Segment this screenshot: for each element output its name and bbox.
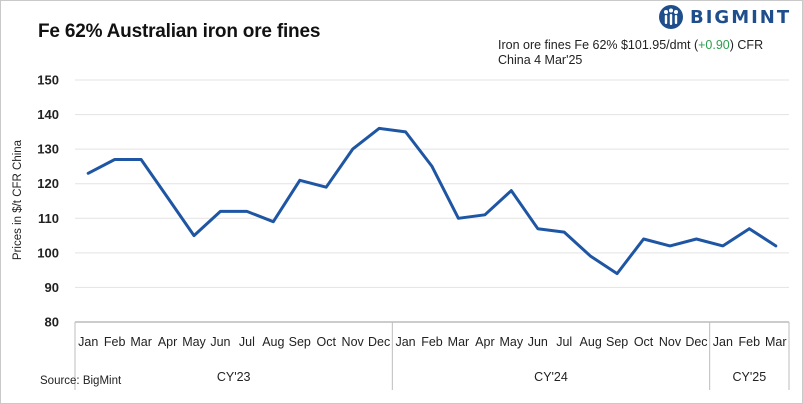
x-tick-label: Aug (580, 335, 602, 349)
x-tick-label: Jul (556, 335, 572, 349)
x-tick-label: Mar (765, 335, 787, 349)
x-tick-label: Nov (659, 335, 682, 349)
x-tick-label: Feb (104, 335, 126, 349)
annotation-suffix: ) CFR (729, 38, 764, 52)
group-label: CY'24 (534, 370, 568, 384)
group-label: CY'25 (733, 370, 767, 384)
x-axis: Jan Feb Mar Apr May Jun Jul Aug Sep Oct Nov Dec Jan F… (74, 321, 790, 390)
x-tick-label: Mar (130, 335, 152, 349)
source-note: Source: BigMint (40, 375, 122, 387)
group-label: CY'23 (217, 370, 251, 384)
y-tick-label: 120 (37, 176, 59, 191)
price-annotation: Iron ore fines Fe 62% $101.95/dmt (+0.90… (498, 38, 788, 68)
x-tick-label: Sep (289, 335, 311, 349)
x-tick-label: Sep (606, 335, 628, 349)
x-tick-label: Apr (475, 335, 494, 349)
y-tick-label: 130 (37, 142, 59, 157)
x-tick-label: Jan (713, 335, 733, 349)
annotation-prefix: Iron ore fines Fe 62% $101.95/dmt ( (498, 38, 699, 52)
y-tick-label: 110 (38, 211, 59, 226)
x-tick-label: Apr (158, 335, 177, 349)
x-tick-label: Jan (78, 335, 98, 349)
x-tick-label: Jun (528, 335, 548, 349)
series-layer (86, 126, 778, 276)
x-tick-label: May (500, 335, 524, 349)
x-tick-label: Mar (448, 335, 470, 349)
y-axis-ticks: 80 90 100 110 120 130 140 150 (37, 73, 59, 330)
bigmint-logo: BIGMINT (658, 4, 791, 30)
x-tick-label: Feb (739, 335, 761, 349)
y-tick-label: 80 (45, 315, 59, 330)
x-tick-label: Oct (316, 335, 336, 349)
y-tick-label: 150 (37, 73, 59, 88)
y-axis-label: Prices in $/t CFR China (12, 139, 24, 260)
chart-title: Fe 62% Australian iron ore fines (38, 21, 321, 42)
x-tick-label: Nov (342, 335, 365, 349)
x-tick-label: Aug (262, 335, 284, 349)
x-tick-label: Feb (421, 335, 443, 349)
x-tick-label: Jan (395, 335, 415, 349)
x-tick-label: Dec (685, 335, 707, 349)
y-tick-label: 140 (37, 107, 59, 122)
x-tick-label: Dec (368, 335, 390, 349)
gridlines (75, 79, 789, 323)
bigmint-logo-text: BIGMINT (690, 6, 792, 28)
x-tick-label: Jun (210, 335, 230, 349)
annotation-change: +0.90 (698, 38, 730, 52)
x-tick-label: May (182, 335, 206, 349)
annotation-date: China 4 Mar'25 (498, 53, 583, 67)
bigmint-logo-icon (659, 5, 683, 29)
x-tick-label: Oct (634, 335, 654, 349)
series-line (86, 126, 778, 276)
x-tick-label: Jul (239, 335, 255, 349)
y-tick-label: 100 (37, 245, 59, 260)
y-tick-label: 90 (45, 280, 59, 295)
